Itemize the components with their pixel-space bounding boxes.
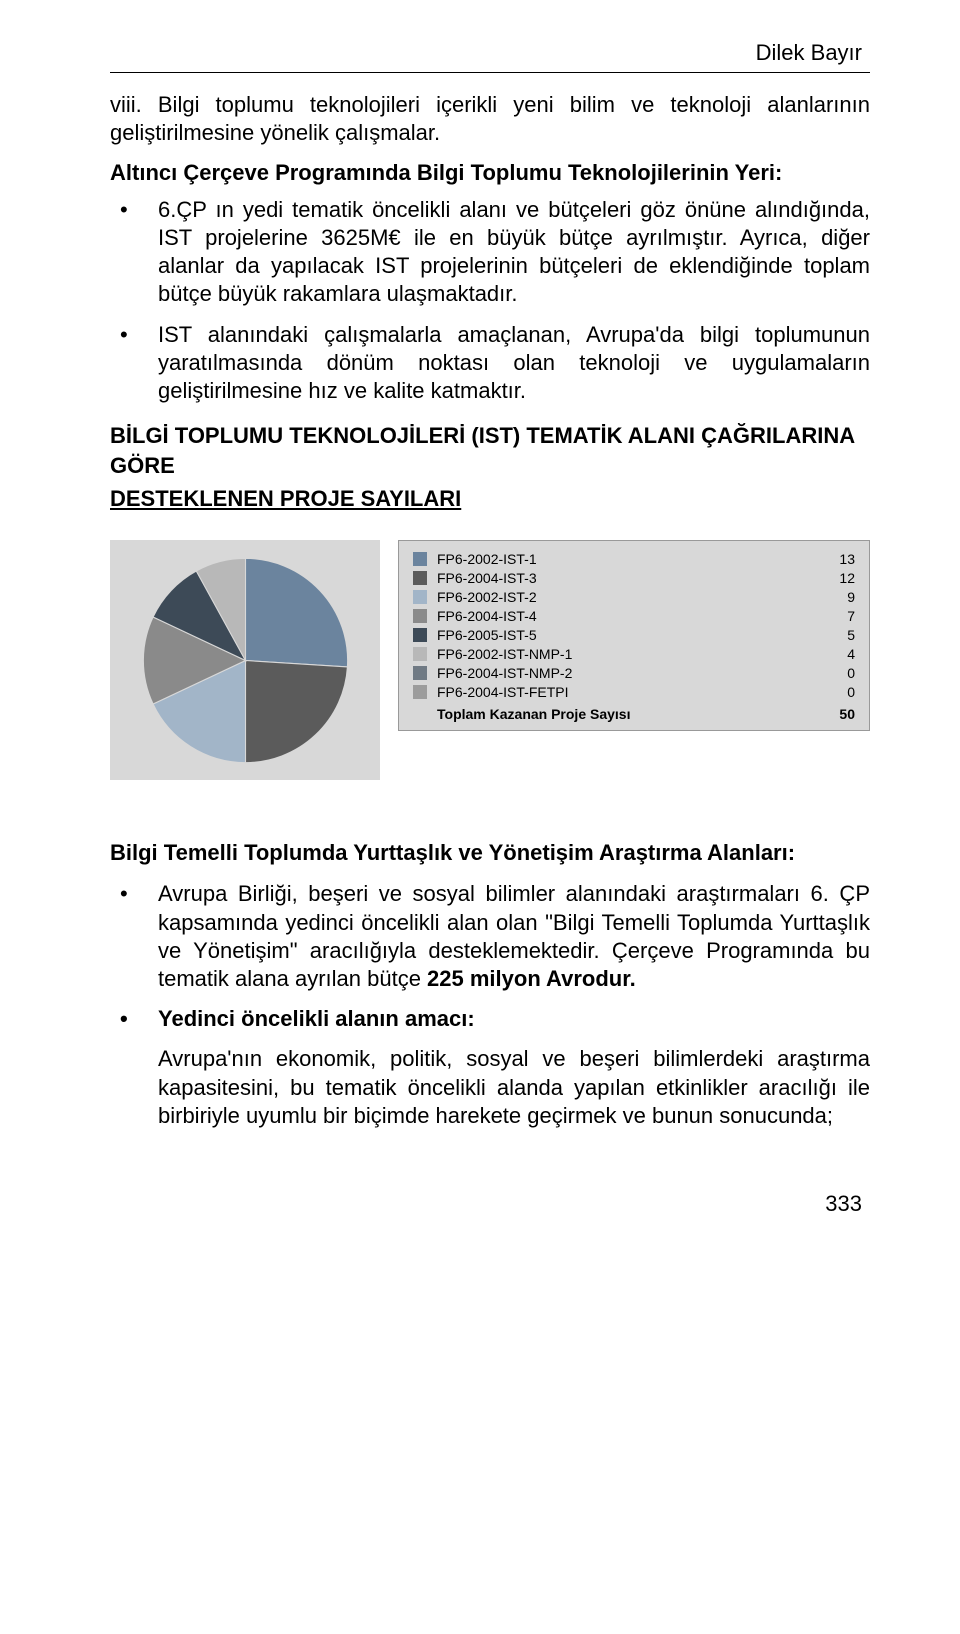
underline-heading: DESTEKLENEN PROJE SAYILARI: [110, 486, 870, 512]
header-rule: [110, 72, 870, 73]
subheading-1: Altıncı Çerçeve Programında Bilgi Toplum…: [110, 160, 870, 186]
legend-row: FP6-2004-IST-47: [413, 608, 855, 624]
legend-label: FP6-2004-IST-4: [437, 608, 815, 624]
legend-swatch: [413, 666, 427, 680]
legend-label: FP6-2004-IST-3: [437, 570, 815, 586]
legend-value: 5: [815, 627, 855, 643]
author-name: Dilek Bayır: [110, 40, 870, 66]
legend-label: FP6-2002-IST-1: [437, 551, 815, 567]
legend-swatch: [413, 552, 427, 566]
legend-row: FP6-2004-IST-FETPI0: [413, 684, 855, 700]
legend-row: FP6-2002-IST-113: [413, 551, 855, 567]
legend-value: 0: [815, 684, 855, 700]
bullet-2a-bold: 225 milyon Avrodur.: [427, 966, 636, 991]
big-heading: BİLGİ TOPLUMU TEKNOLOJİLERİ (IST) TEMATİ…: [110, 421, 870, 480]
legend-row: FP6-2002-IST-29: [413, 589, 855, 605]
legend-swatch: [413, 647, 427, 661]
legend-swatch: [413, 571, 427, 585]
legend-value: 7: [815, 608, 855, 624]
legend-swatch: [413, 609, 427, 623]
legend-total-value: 50: [815, 706, 855, 722]
legend-swatch: [413, 590, 427, 604]
pie-svg: [138, 553, 353, 768]
pie-slice: [245, 660, 347, 762]
legend-box: FP6-2002-IST-113FP6-2004-IST-312FP6-2002…: [398, 540, 870, 731]
legend-row: FP6-2002-IST-NMP-14: [413, 646, 855, 662]
legend-value: 13: [815, 551, 855, 567]
pie-container: [110, 540, 380, 780]
bullet-2a: Avrupa Birliği, beşeri ve sosyal bilimle…: [110, 880, 870, 993]
pie-slice: [245, 558, 347, 667]
bullets-2: Avrupa Birliği, beşeri ve sosyal bilimle…: [110, 880, 870, 1033]
legend-label: FP6-2005-IST-5: [437, 627, 815, 643]
legend-value: 9: [815, 589, 855, 605]
legend-total-label: Toplam Kazanan Proje Sayısı: [413, 706, 815, 722]
legend-row: FP6-2004-IST-NMP-20: [413, 665, 855, 681]
legend-value: 0: [815, 665, 855, 681]
legend-swatch: [413, 628, 427, 642]
legend-value: 4: [815, 646, 855, 662]
legend-label: FP6-2004-IST-FETPI: [437, 684, 815, 700]
legend-total-row: Toplam Kazanan Proje Sayısı 50: [413, 706, 855, 722]
bullet-1a: 6.ÇP ın yedi tematik öncelikli alanı ve …: [110, 196, 870, 309]
legend-row: FP6-2005-IST-55: [413, 627, 855, 643]
legend-label: FP6-2004-IST-NMP-2: [437, 665, 815, 681]
legend-label: FP6-2002-IST-NMP-1: [437, 646, 815, 662]
item-viii: viii. Bilgi toplumu teknolojileri içerik…: [110, 91, 870, 146]
legend-label: FP6-2002-IST-2: [437, 589, 815, 605]
pie-chart-block: FP6-2002-IST-113FP6-2004-IST-312FP6-2002…: [110, 540, 870, 780]
legend-swatch: [413, 685, 427, 699]
page-number: 333: [110, 1191, 870, 1217]
bullet-1b: IST alanındaki çalışmalarla amaçlanan, A…: [110, 321, 870, 405]
legend-value: 12: [815, 570, 855, 586]
bullets-1: 6.ÇP ın yedi tematik öncelikli alanı ve …: [110, 196, 870, 405]
nested-para: Avrupa'nın ekonomik, politik, sosyal ve …: [110, 1045, 870, 1131]
legend-row: FP6-2004-IST-312: [413, 570, 855, 586]
section2-title: Bilgi Temelli Toplumda Yurttaşlık ve Yön…: [110, 840, 870, 866]
bullet-2b: Yedinci öncelikli alanın amacı:: [110, 1005, 870, 1033]
